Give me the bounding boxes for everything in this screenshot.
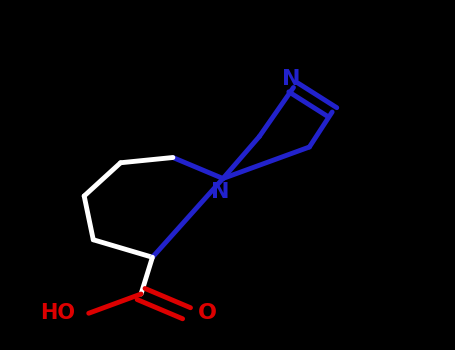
Text: N: N [212,182,230,203]
Text: HO: HO [40,303,75,323]
Text: N: N [282,69,300,89]
Text: O: O [197,303,217,323]
